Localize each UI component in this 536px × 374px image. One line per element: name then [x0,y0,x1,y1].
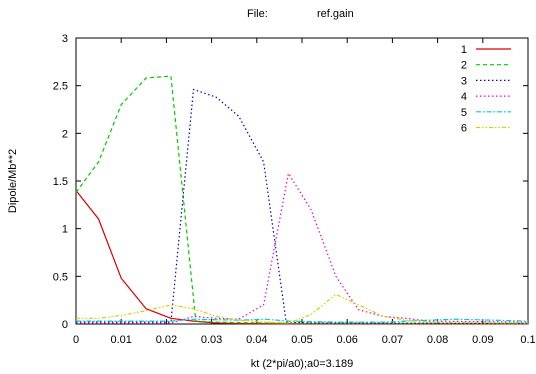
y-tick-label: 1.5 [53,176,68,188]
legend-label-2: 2 [461,60,467,72]
x-tick-label: 0.06 [336,334,357,346]
x-tick-label: 0.05 [291,334,312,346]
y-tick-label: 0.5 [53,271,68,283]
legend-label-4: 4 [461,91,467,103]
x-tick-label: 0.09 [472,334,493,346]
chart-title: File: ref.gain [247,8,354,20]
x-tick-label: 0.07 [382,334,403,346]
chart-title-label: File: [247,8,268,20]
series-group [75,75,529,325]
series-line-6 [76,293,529,324]
series-line-5 [76,318,529,323]
axis-ticks: 0 0.01 0.02 0.03 0.04 0.05 0.06 0.07 0.08 0.09 0.1… [53,33,536,346]
x-tick-label: 0.01 [110,334,131,346]
y-tick-label: 2.5 [53,81,68,93]
series-line-1 [75,190,528,325]
series-line-2 [75,75,529,325]
x-tick-label: 0.08 [427,334,448,346]
x-tick-label: 0.1 [520,334,535,346]
y-tick-label: 2 [62,128,68,140]
legend: 1 2 3 4 5 6 [461,44,511,135]
x-tick-label: 0.02 [156,334,177,346]
x-tick-label: 0.04 [246,334,267,346]
x-tick-label: 0 [73,334,79,346]
x-axis-label: kt (2*pi/a0);a0=3.189 [251,358,353,370]
y-tick-label: 0 [62,319,68,331]
legend-label-5: 5 [461,107,467,119]
series-line-4 [76,171,529,324]
legend-label-6: 6 [461,123,467,135]
chart-title-value: ref.gain [317,8,354,20]
legend-label-1: 1 [461,44,467,56]
x-tick-label: 0.03 [201,334,222,346]
y-tick-label: 3 [62,33,68,45]
y-tick-label: 1 [62,224,68,236]
y-axis-label: Dipole/Mb**2 [7,149,19,213]
series-line-3 [76,88,529,325]
legend-label-3: 3 [461,75,467,87]
